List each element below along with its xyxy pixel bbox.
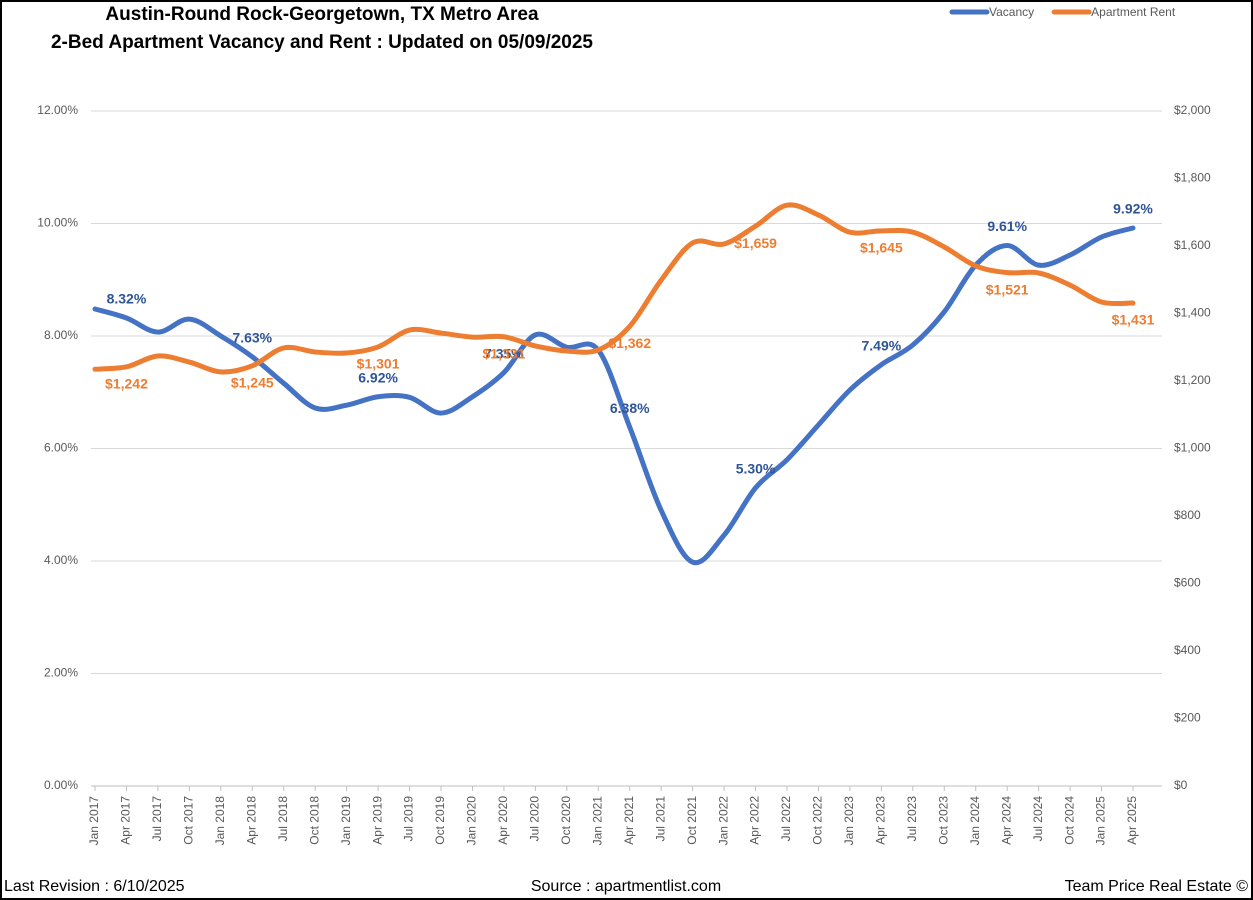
data-label: 9.92% bbox=[1113, 201, 1153, 217]
x-tick-label: Jan 2022 bbox=[716, 796, 730, 846]
x-tick-label: Jan 2023 bbox=[842, 796, 856, 846]
y-tick-label: 4.00% bbox=[44, 553, 78, 567]
y-tick-label: 6.00% bbox=[44, 441, 78, 455]
x-tick-label: Oct 2020 bbox=[559, 796, 573, 845]
x-tick-label: Apr 2019 bbox=[370, 796, 384, 845]
data-label: 7.63% bbox=[232, 330, 272, 346]
y2-tick-label: $1,400 bbox=[1174, 306, 1211, 320]
x-tick-label: Jul 2022 bbox=[779, 796, 793, 842]
x-tick-label: Oct 2023 bbox=[936, 796, 950, 845]
data-label: $1,431 bbox=[1112, 312, 1155, 328]
x-tick-label: Jan 2019 bbox=[339, 796, 353, 846]
y2-tick-label: $1,800 bbox=[1174, 171, 1211, 185]
footer-left: Last Revision : 6/10/2025 bbox=[4, 878, 185, 895]
x-tick-label: Oct 2024 bbox=[1062, 796, 1076, 845]
legend-label: Vacancy bbox=[989, 5, 1034, 19]
x-tick-label: Apr 2020 bbox=[496, 796, 510, 845]
x-tick-label: Oct 2019 bbox=[433, 796, 447, 845]
y2-tick-label: $1,200 bbox=[1174, 373, 1211, 387]
x-tick-label: Oct 2021 bbox=[685, 796, 699, 845]
data-label: 5.30% bbox=[736, 461, 776, 477]
x-tick-label: Apr 2022 bbox=[748, 796, 762, 845]
data-label: $1,645 bbox=[860, 240, 903, 256]
x-tick-label: Jul 2024 bbox=[1031, 796, 1045, 842]
chart-subtitle: 2-Bed Apartment Vacancy and Rent : Updat… bbox=[51, 32, 593, 53]
x-tick-label: Apr 2017 bbox=[119, 796, 133, 845]
footer-center: Source : apartmentlist.com bbox=[531, 878, 721, 895]
series-line bbox=[92, 202, 1136, 375]
y-tick-label: 12.00% bbox=[37, 103, 78, 117]
x-tick-label: Jan 2021 bbox=[590, 796, 604, 846]
footer-right: Team Price Real Estate © bbox=[1065, 878, 1249, 895]
y2-tick-label: $400 bbox=[1174, 643, 1201, 657]
x-tick-label: Apr 2025 bbox=[1125, 796, 1139, 845]
data-label: 6.92% bbox=[358, 369, 398, 385]
data-label: 9.61% bbox=[987, 218, 1027, 234]
chart-title: Austin-Round Rock-Georgetown, TX Metro A… bbox=[105, 4, 539, 25]
x-tick-label: Apr 2023 bbox=[874, 796, 888, 845]
x-tick-label: Jul 2020 bbox=[528, 796, 542, 842]
y2-tick-label: $1,600 bbox=[1174, 238, 1211, 252]
x-tick-label: Apr 2018 bbox=[244, 796, 258, 845]
x-tick-label: Jul 2018 bbox=[276, 796, 290, 842]
x-tick-label: Oct 2018 bbox=[307, 796, 321, 845]
legend-label: Apartment Rent bbox=[1091, 5, 1176, 19]
data-label: 8.32% bbox=[107, 291, 147, 307]
x-tick-label: Jul 2017 bbox=[150, 796, 164, 842]
x-tick-label: Jan 2017 bbox=[87, 796, 101, 846]
data-label: 7.35% bbox=[484, 345, 524, 361]
y-tick-label: 8.00% bbox=[44, 328, 78, 342]
x-tick-label: Oct 2022 bbox=[811, 796, 825, 845]
data-label: $1,659 bbox=[734, 235, 777, 251]
y2-tick-label: $0 bbox=[1174, 778, 1188, 792]
series-line bbox=[92, 225, 1136, 566]
x-tick-label: Apr 2021 bbox=[622, 796, 636, 845]
x-tick-label: Oct 2017 bbox=[182, 796, 196, 845]
x-tick-label: Apr 2024 bbox=[999, 796, 1013, 845]
data-label: 7.49% bbox=[862, 337, 902, 353]
x-tick-label: Jan 2020 bbox=[465, 796, 479, 846]
y-tick-label: 10.00% bbox=[37, 216, 78, 230]
data-label: 6.38% bbox=[610, 400, 650, 416]
data-label: $1,521 bbox=[986, 281, 1029, 297]
data-label: $1,245 bbox=[231, 375, 274, 391]
y2-tick-label: $200 bbox=[1174, 711, 1201, 725]
y2-tick-label: $800 bbox=[1174, 508, 1201, 522]
y-tick-label: 0.00% bbox=[44, 778, 78, 792]
x-tick-label: Jan 2024 bbox=[968, 796, 982, 846]
y2-tick-label: $600 bbox=[1174, 576, 1201, 590]
y-tick-label: 2.00% bbox=[44, 666, 78, 680]
x-tick-label: Jul 2023 bbox=[905, 796, 919, 842]
data-label: $1,362 bbox=[608, 335, 651, 351]
x-tick-label: Jan 2025 bbox=[1094, 796, 1108, 846]
data-label: $1,301 bbox=[357, 356, 400, 372]
x-tick-label: Jul 2021 bbox=[653, 796, 667, 842]
data-label: $1,331 bbox=[482, 345, 525, 361]
y2-tick-label: $1,000 bbox=[1174, 441, 1211, 455]
y2-tick-label: $2,000 bbox=[1174, 103, 1211, 117]
x-tick-label: Jul 2019 bbox=[402, 796, 416, 842]
x-tick-label: Jan 2018 bbox=[213, 796, 227, 846]
data-label: $1,242 bbox=[105, 376, 148, 392]
